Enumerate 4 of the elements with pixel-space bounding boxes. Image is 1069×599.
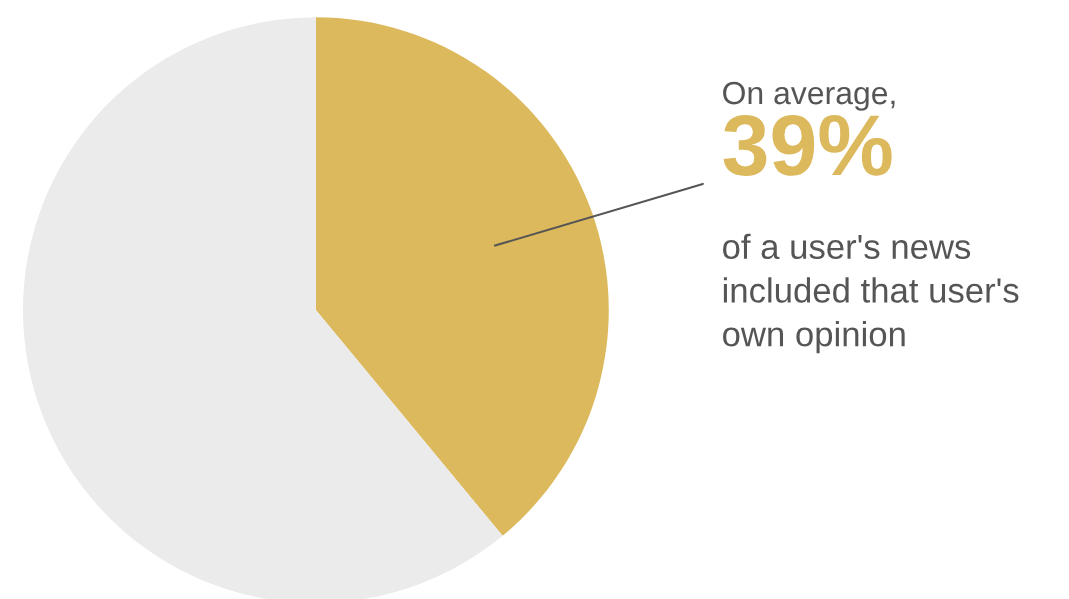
text: of a user's news included that user's own opinion — [723, 233, 1019, 354]
data-label: 39% — [723, 114, 892, 176]
pie-slice — [315, 17, 609, 536]
text: On average, — [723, 81, 895, 111]
